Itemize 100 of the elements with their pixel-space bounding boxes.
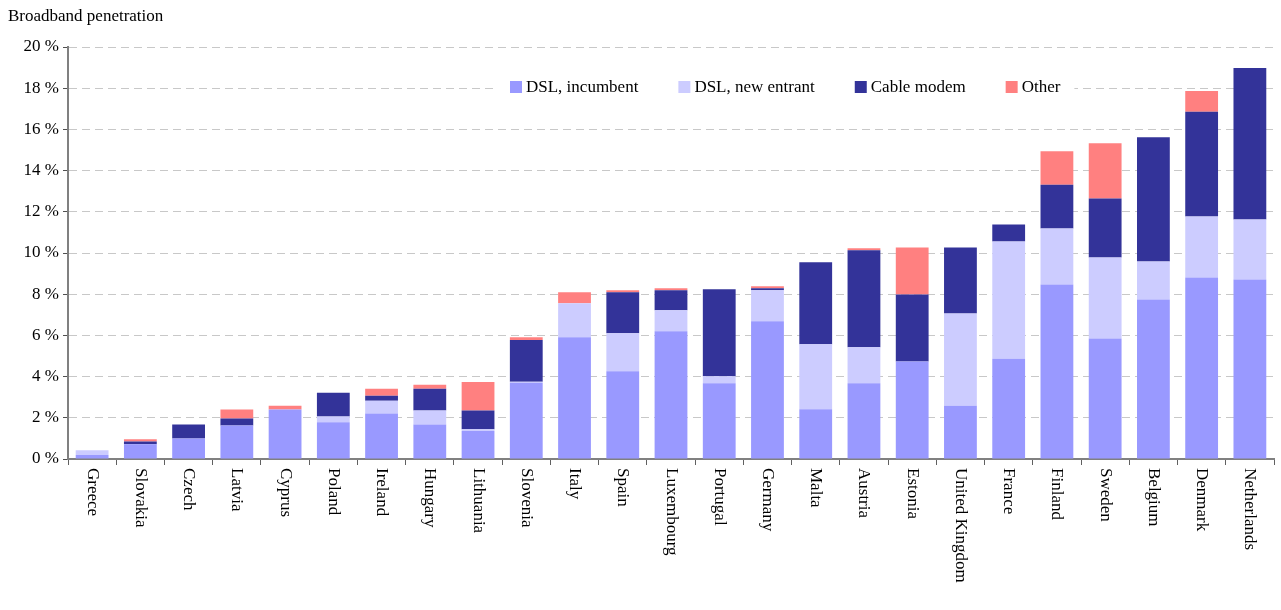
- x-tick-label: Estonia: [903, 468, 923, 520]
- bar: [1137, 299, 1170, 459]
- bar: [847, 250, 881, 348]
- bar: [847, 347, 881, 384]
- y-tick-label: 2 %: [32, 407, 59, 427]
- bar: [220, 425, 254, 459]
- y-tick-label: 12 %: [23, 201, 59, 221]
- x-tick-label: Denmark: [1193, 468, 1213, 532]
- bar: [702, 376, 736, 384]
- bar: [606, 333, 640, 372]
- x-tick-label: Greece: [83, 468, 103, 517]
- bar: [413, 424, 447, 459]
- x-tick-label: Poland: [324, 468, 344, 516]
- bar: [1137, 261, 1170, 300]
- bar: [558, 337, 591, 459]
- bar: [1088, 257, 1122, 339]
- bar: [1233, 279, 1267, 459]
- bar: [558, 292, 591, 304]
- bar: [461, 381, 495, 411]
- y-tick-label: 8 %: [32, 283, 59, 303]
- y-tick-label: 4 %: [32, 366, 59, 386]
- bar: [1040, 184, 1074, 229]
- bar: [895, 294, 929, 362]
- x-tick-label: Portugal: [710, 468, 730, 526]
- bar: [799, 409, 833, 459]
- bar: [220, 418, 254, 426]
- bar: [1185, 216, 1219, 278]
- bar: [702, 383, 736, 459]
- bar: [172, 438, 205, 459]
- x-tick-label: Czech: [180, 468, 200, 511]
- y-tick-label: 6 %: [32, 324, 59, 344]
- bar: [75, 450, 109, 456]
- bar: [1185, 277, 1219, 459]
- bar: [606, 371, 640, 459]
- bar: [847, 248, 881, 251]
- legend-label: DSL, incumbent: [526, 77, 639, 97]
- bar: [75, 455, 109, 459]
- bar: [1185, 90, 1219, 112]
- x-tick-label: Luxembourg: [662, 468, 682, 557]
- bar: [847, 383, 881, 459]
- bar: [365, 413, 398, 459]
- bar: [606, 290, 640, 293]
- bar: [944, 247, 977, 314]
- bar: [365, 395, 398, 401]
- bar: [654, 331, 688, 459]
- x-tick-label: Lithuania: [469, 468, 489, 534]
- bar: [413, 384, 447, 389]
- bar: [461, 430, 495, 459]
- bar: [413, 388, 447, 411]
- x-tick-label: Finland: [1048, 468, 1068, 521]
- x-tick-label: Cyprus: [276, 468, 296, 518]
- bar: [992, 224, 1026, 242]
- bar: [799, 344, 833, 410]
- bar: [751, 321, 784, 459]
- bar: [654, 310, 688, 332]
- bar: [944, 405, 977, 459]
- bar: [1040, 284, 1074, 459]
- bar: [558, 303, 591, 338]
- y-axis-title: Broadband penetration: [8, 6, 164, 26]
- bar: [268, 405, 302, 410]
- x-tick-label: Belgium: [1144, 468, 1164, 527]
- bar: [895, 361, 929, 459]
- bar: [509, 337, 543, 340]
- bar: [172, 424, 205, 439]
- bar: [1088, 143, 1122, 199]
- bar: [654, 288, 688, 291]
- y-tick-label: 14 %: [23, 160, 59, 180]
- x-tick-label: Netherlands: [1241, 468, 1261, 551]
- legend-label: Cable modem: [870, 77, 966, 97]
- bar: [702, 289, 736, 377]
- bar: [799, 262, 833, 345]
- bar: [606, 292, 640, 334]
- bar: [1088, 198, 1122, 258]
- legend-label: Other: [1021, 77, 1061, 97]
- x-tick-label: Sweden: [1096, 468, 1116, 523]
- x-tick-label: Slovakia: [131, 468, 151, 528]
- bar: [220, 409, 254, 419]
- bar: [461, 410, 495, 430]
- bar: [895, 247, 929, 295]
- x-tick-label: France: [1000, 468, 1020, 515]
- y-tick-label: 10 %: [23, 242, 59, 262]
- bar: [992, 241, 1026, 359]
- bar: [1040, 151, 1074, 185]
- bar: [944, 313, 977, 406]
- x-tick-label: Hungary: [421, 468, 441, 528]
- x-tick-label: Germany: [759, 468, 779, 532]
- y-tick-label: 20 %: [23, 36, 59, 56]
- x-tick-label: Malta: [807, 468, 827, 509]
- bar: [1088, 338, 1122, 459]
- bar: [1137, 137, 1170, 262]
- bar: [1040, 228, 1074, 285]
- bar: [1185, 111, 1219, 217]
- bar: [992, 358, 1026, 459]
- x-tick-label: Ireland: [373, 468, 393, 517]
- y-tick-label: 16 %: [23, 118, 59, 138]
- y-tick-label: 0 %: [32, 448, 59, 468]
- x-tick-label: Slovenia: [517, 468, 537, 528]
- x-tick-label: United Kingdom: [951, 468, 971, 583]
- x-tick-label: Latvia: [228, 468, 248, 512]
- bar: [365, 400, 398, 414]
